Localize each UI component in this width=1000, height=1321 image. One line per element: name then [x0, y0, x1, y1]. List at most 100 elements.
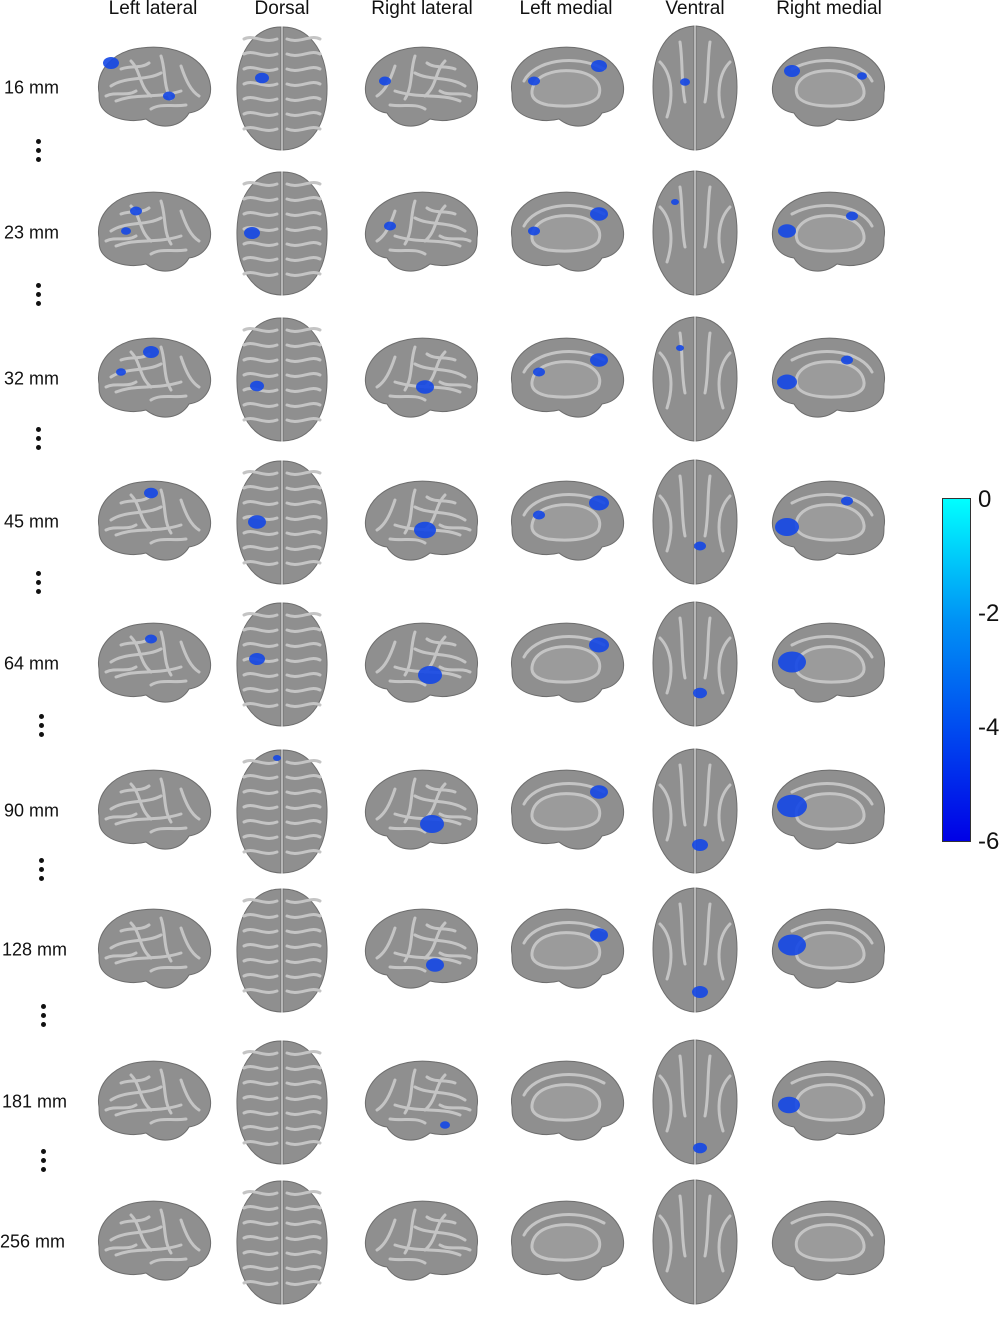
brain-right-medial [771, 908, 885, 989]
row-label: 64 mm [4, 653, 60, 674]
brain-right-lateral [364, 1060, 478, 1141]
activation-patch [419, 814, 444, 833]
brain-dorsal [236, 888, 328, 1013]
row-label: 45 mm [4, 511, 60, 532]
brain-right-lateral [364, 480, 478, 561]
brain-right-lateral [364, 622, 478, 703]
brain-right-medial [771, 769, 885, 850]
column-header: Left medial [519, 0, 613, 19]
activation-patch [588, 495, 609, 510]
brain-left-medial [510, 191, 624, 272]
activation-patch [143, 487, 158, 498]
brain-right-medial [771, 337, 885, 418]
brain-right-lateral [364, 191, 478, 272]
brain-left-lateral [97, 191, 211, 272]
brain-right-medial [771, 46, 885, 127]
activation-patch [777, 223, 796, 238]
activation-patch [250, 380, 264, 392]
activation-patch [589, 206, 608, 221]
activation-patch [845, 211, 858, 220]
brain-right-medial [771, 1060, 885, 1141]
brain-left-medial [510, 622, 624, 703]
brain-right-lateral [364, 769, 478, 850]
column-header: Ventral [665, 0, 725, 19]
brain-left-lateral [97, 1060, 211, 1141]
brain-ventral [652, 316, 738, 442]
brain-left-medial [510, 908, 624, 989]
brain-right-medial [771, 191, 885, 272]
row-label: 16 mm [4, 77, 60, 98]
brain-left-medial [510, 1200, 624, 1281]
colorbar-tick-minus6: -6 [978, 828, 1000, 855]
brain-left-medial [510, 1060, 624, 1141]
activation-patch [244, 227, 260, 239]
activation-patch [671, 199, 679, 205]
activation-patch [776, 374, 797, 389]
brain-ventral [652, 170, 738, 296]
brain-ventral [652, 25, 738, 151]
activation-patch [680, 78, 690, 86]
brain-right-lateral [364, 908, 478, 989]
activation-patch [840, 496, 853, 505]
activation-patch [417, 665, 442, 684]
ellipsis-icon [36, 427, 42, 454]
brain-ventral [652, 887, 738, 1013]
brain-right-medial [771, 622, 885, 703]
activation-patch [692, 839, 708, 851]
column-header: Right medial [776, 0, 882, 19]
brain-left-medial [510, 769, 624, 850]
activation-patch [415, 379, 434, 394]
activation-patch [425, 957, 444, 972]
activation-patch [115, 367, 126, 376]
activation-patch [776, 794, 807, 817]
row-label: 256 mm [0, 1231, 66, 1252]
row-label: 23 mm [4, 222, 60, 243]
activation-patch [777, 934, 806, 955]
brain-ventral [652, 1179, 738, 1305]
brain-dorsal [236, 26, 328, 151]
activation-patch [273, 755, 281, 761]
brain-dorsal [236, 1180, 328, 1305]
ellipsis-icon [36, 571, 42, 598]
activation-patch [588, 637, 609, 652]
activation-patch [840, 355, 853, 364]
activation-patch [144, 634, 157, 643]
brain-left-medial [510, 337, 624, 418]
activation-patch [532, 510, 545, 519]
row-label: 32 mm [4, 368, 60, 389]
brain-dorsal [236, 171, 328, 296]
brain-ventral [652, 601, 738, 727]
activation-patch [777, 651, 806, 672]
activation-patch [694, 541, 706, 551]
ellipsis-icon [39, 714, 45, 741]
brain-dorsal [236, 602, 328, 727]
activation-patch [527, 76, 540, 85]
ellipsis-icon [39, 858, 45, 885]
brain-dorsal [236, 317, 328, 442]
brain-right-lateral [364, 337, 478, 418]
colorbar-tick-0: 0 [978, 486, 992, 513]
brain-right-medial [771, 480, 885, 561]
activation-patch [783, 64, 800, 77]
brain-ventral [652, 1039, 738, 1165]
activation-patch [249, 653, 265, 665]
brain-right-lateral [364, 1200, 478, 1281]
row-label: 128 mm [2, 939, 68, 960]
activation-patch [856, 71, 867, 80]
activation-patch [383, 221, 396, 230]
brain-left-lateral [97, 622, 211, 703]
activation-patch [120, 226, 131, 235]
activation-patch [413, 521, 436, 538]
column-header: Left lateral [108, 0, 198, 19]
brain-left-medial [510, 46, 624, 127]
activation-patch [102, 56, 119, 69]
activation-patch [248, 515, 266, 529]
activation-patch [532, 367, 545, 376]
row-label: 90 mm [4, 800, 60, 821]
ellipsis-icon [36, 139, 42, 166]
brain-dorsal [236, 1040, 328, 1165]
activation-patch [378, 76, 391, 85]
row-label: 181 mm [2, 1091, 68, 1112]
ellipsis-icon [41, 1004, 47, 1031]
brain-dorsal [236, 749, 328, 874]
